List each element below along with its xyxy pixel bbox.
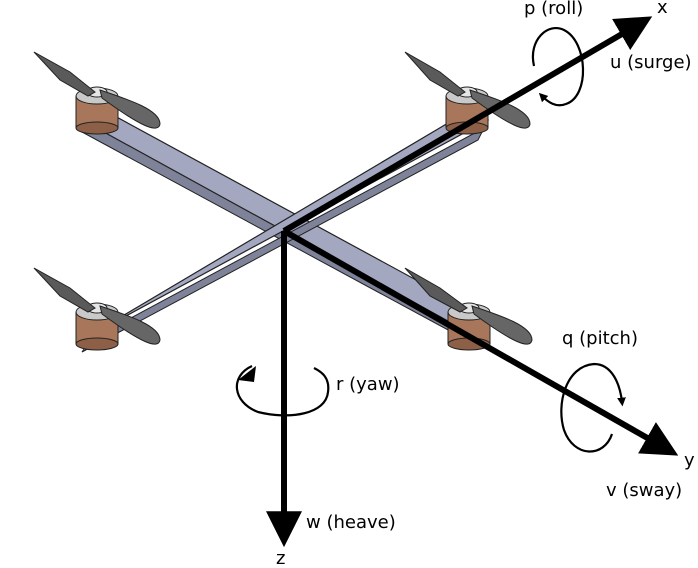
roll-rotation-arrow [531, 27, 585, 107]
yaw-label: r (yaw) [336, 374, 400, 395]
pitch-label: q (pitch) [562, 328, 638, 349]
y-axis-arrow [282, 228, 679, 456]
roll-label: p (roll) [524, 0, 583, 19]
propeller-front-left [33, 267, 161, 345]
yaw-rotation-arrow [235, 364, 330, 417]
propeller-back-right [404, 51, 531, 129]
x-axis-label: x [657, 0, 668, 18]
propeller-front-right [404, 267, 533, 345]
surge-label: u (surge) [610, 52, 692, 73]
yaw-rotation-arrowhead [238, 366, 256, 382]
sway-label: v (sway) [606, 480, 682, 501]
z-axis-label: z [276, 548, 285, 568]
pitch-rotation-arrow [560, 362, 626, 453]
x-axis-arrow [282, 16, 653, 234]
propeller-back-left [33, 51, 161, 129]
y-axis-label: y [684, 450, 695, 471]
heave-label: w (heave) [306, 512, 396, 533]
